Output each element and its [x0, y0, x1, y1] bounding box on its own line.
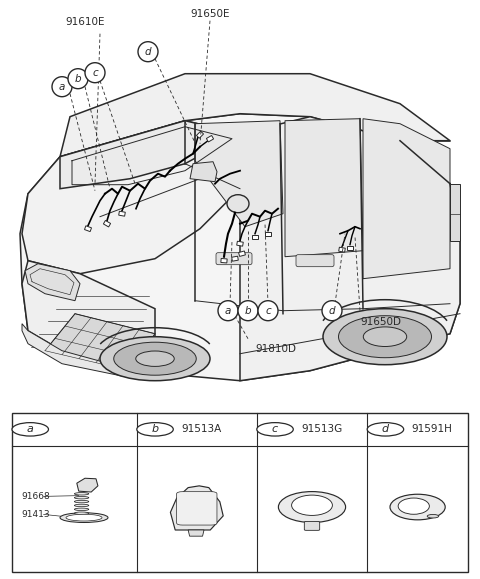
Text: b: b — [245, 306, 252, 316]
Ellipse shape — [74, 493, 89, 495]
Polygon shape — [265, 232, 271, 236]
Text: 91513A: 91513A — [181, 424, 222, 434]
Text: 91591H: 91591H — [412, 424, 453, 434]
Circle shape — [68, 69, 88, 89]
Polygon shape — [60, 74, 450, 157]
Polygon shape — [22, 261, 155, 371]
Circle shape — [137, 423, 173, 436]
Polygon shape — [237, 241, 243, 246]
Ellipse shape — [74, 512, 89, 515]
Polygon shape — [190, 162, 217, 182]
Ellipse shape — [398, 498, 429, 514]
Polygon shape — [25, 263, 80, 301]
Polygon shape — [206, 135, 214, 142]
Text: c: c — [92, 68, 98, 78]
Text: a: a — [59, 82, 65, 91]
Polygon shape — [363, 119, 450, 278]
Polygon shape — [103, 221, 110, 227]
Polygon shape — [188, 530, 204, 536]
Polygon shape — [84, 226, 92, 232]
Polygon shape — [22, 120, 240, 274]
Circle shape — [258, 301, 278, 321]
Polygon shape — [45, 314, 155, 371]
Polygon shape — [119, 211, 125, 216]
Polygon shape — [221, 258, 227, 263]
Circle shape — [138, 42, 158, 62]
Polygon shape — [196, 131, 204, 138]
Text: 91513G: 91513G — [301, 424, 343, 434]
Polygon shape — [240, 117, 460, 381]
Polygon shape — [339, 247, 345, 252]
Polygon shape — [20, 113, 460, 381]
Circle shape — [367, 423, 404, 436]
Text: d: d — [382, 424, 389, 434]
Ellipse shape — [390, 494, 445, 520]
Ellipse shape — [60, 513, 108, 522]
Polygon shape — [239, 251, 245, 256]
FancyBboxPatch shape — [12, 413, 468, 572]
Ellipse shape — [114, 342, 196, 375]
Ellipse shape — [363, 327, 407, 346]
Circle shape — [85, 63, 105, 83]
Polygon shape — [195, 120, 283, 227]
Ellipse shape — [74, 508, 89, 511]
Text: c: c — [272, 424, 278, 434]
Text: c: c — [265, 306, 271, 316]
Text: 91668: 91668 — [22, 492, 50, 501]
Polygon shape — [252, 234, 258, 239]
Polygon shape — [77, 478, 98, 492]
Circle shape — [218, 301, 238, 321]
Text: 91650E: 91650E — [190, 9, 230, 19]
FancyBboxPatch shape — [296, 255, 334, 267]
Ellipse shape — [292, 495, 332, 515]
Circle shape — [238, 301, 258, 321]
Text: d: d — [144, 47, 151, 57]
Ellipse shape — [74, 500, 89, 503]
Polygon shape — [60, 120, 240, 189]
Ellipse shape — [278, 492, 346, 522]
Polygon shape — [347, 245, 353, 250]
Circle shape — [257, 423, 293, 436]
Ellipse shape — [100, 337, 210, 381]
Text: a: a — [225, 306, 231, 316]
Ellipse shape — [323, 309, 447, 365]
Text: 91413: 91413 — [22, 510, 50, 519]
FancyBboxPatch shape — [177, 492, 217, 525]
Text: 91810D: 91810D — [255, 344, 296, 354]
Text: 91650D: 91650D — [360, 317, 401, 327]
Ellipse shape — [427, 515, 439, 518]
Circle shape — [322, 301, 342, 321]
Text: d: d — [329, 306, 336, 316]
Polygon shape — [170, 486, 223, 530]
Text: b: b — [152, 424, 158, 434]
Ellipse shape — [227, 195, 249, 212]
Circle shape — [12, 423, 48, 436]
Ellipse shape — [338, 316, 432, 358]
Polygon shape — [232, 256, 238, 261]
Polygon shape — [285, 119, 363, 256]
Ellipse shape — [74, 496, 89, 499]
Ellipse shape — [74, 504, 89, 507]
Ellipse shape — [66, 514, 102, 521]
FancyBboxPatch shape — [304, 522, 320, 530]
Polygon shape — [450, 184, 460, 241]
Text: b: b — [75, 74, 81, 84]
Ellipse shape — [136, 351, 174, 367]
Text: a: a — [27, 424, 34, 434]
FancyBboxPatch shape — [216, 252, 252, 265]
Circle shape — [52, 76, 72, 97]
Text: 91610E: 91610E — [65, 17, 105, 27]
Polygon shape — [22, 324, 135, 379]
